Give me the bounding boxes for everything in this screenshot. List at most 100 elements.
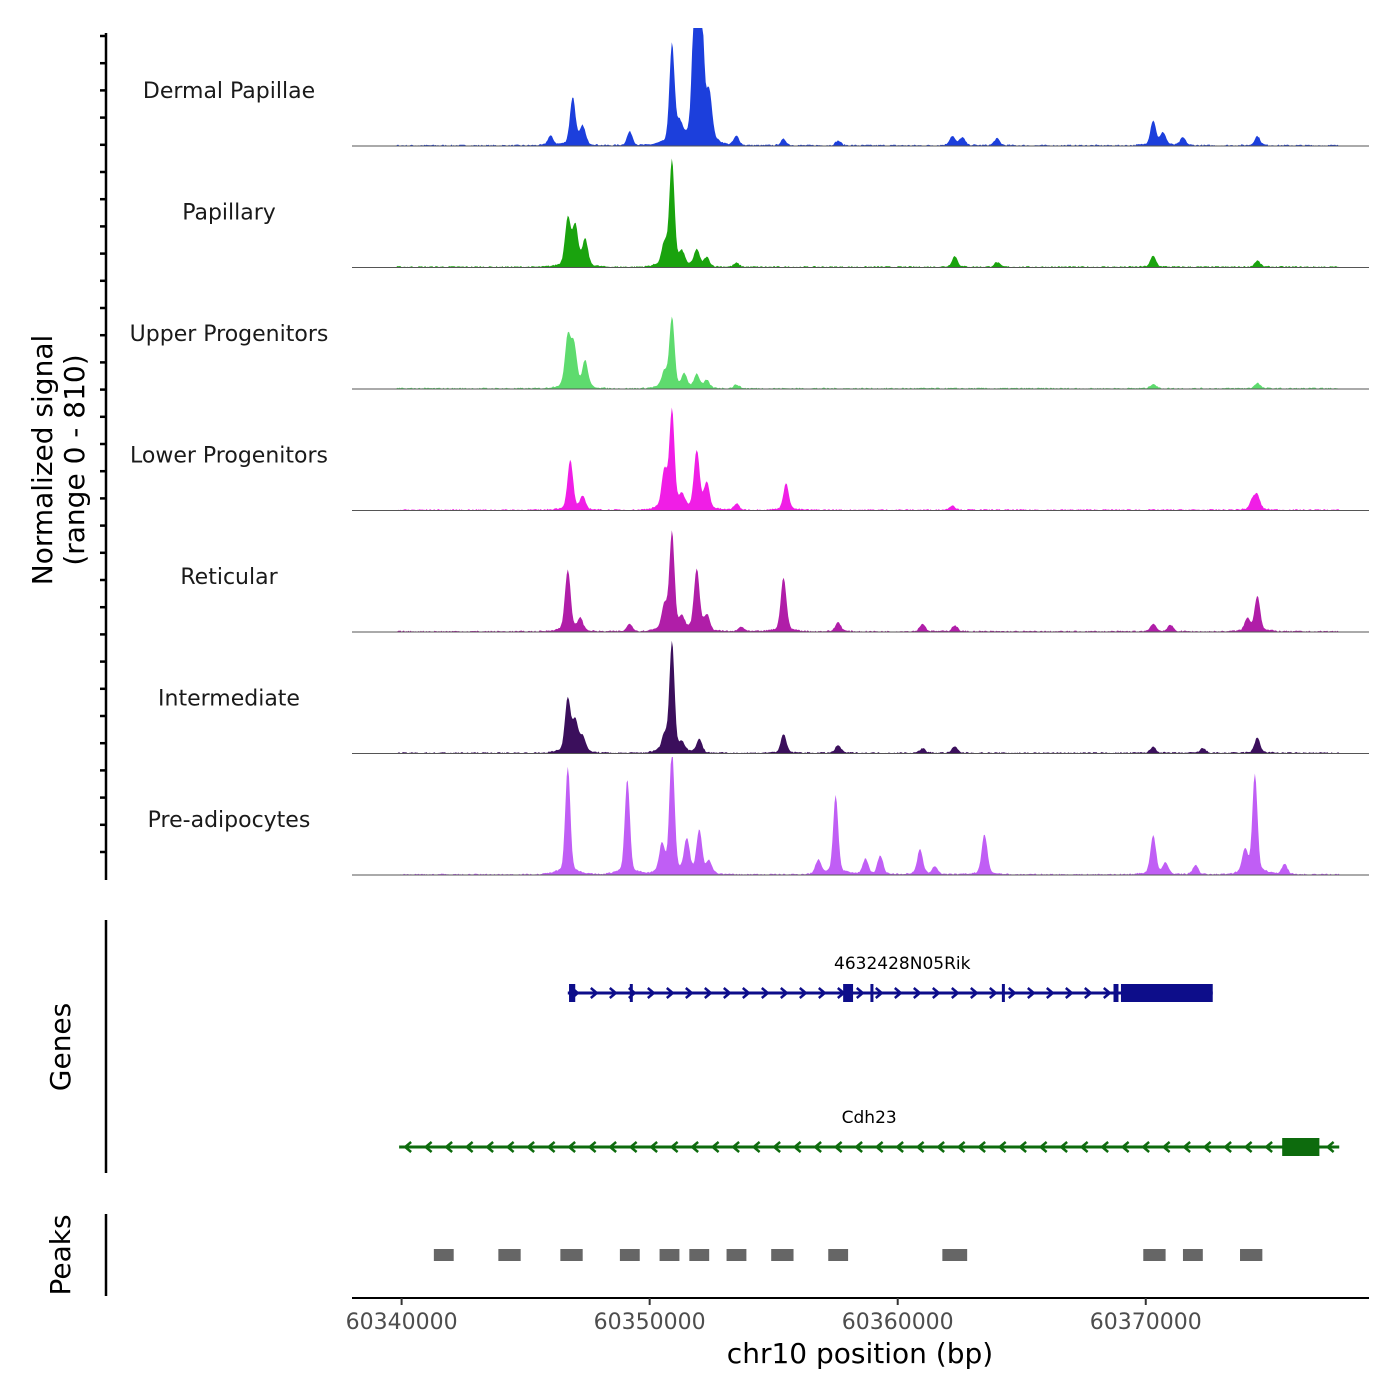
strand-arrow — [690, 1141, 699, 1153]
genes-axis-title: Genes — [44, 1003, 77, 1091]
strand-arrow — [895, 1141, 904, 1153]
gene-label: Cdh23 — [842, 1108, 897, 1128]
exon — [843, 984, 854, 1002]
strand-arrow — [587, 1141, 597, 1153]
strand-arrow — [590, 987, 599, 999]
strand-arrow — [1046, 987, 1055, 999]
exon — [1282, 1138, 1320, 1156]
signal-area — [352, 757, 1369, 875]
strand-arrow — [685, 987, 694, 999]
x-tick-label: 60360000 — [842, 1310, 954, 1335]
track-label: Papillary — [182, 201, 276, 226]
strand-arrow — [792, 1141, 802, 1153]
track-upper-progenitors: Upper Progenitors — [130, 316, 1369, 390]
strand-arrow — [1202, 1141, 1212, 1153]
peak-region — [619, 1249, 640, 1261]
peak-region — [828, 1249, 849, 1261]
strand-arrow — [1027, 987, 1036, 999]
strand-arrow — [970, 987, 979, 999]
exon — [1113, 984, 1119, 1002]
strand-arrow — [997, 1141, 1007, 1153]
signal-area — [352, 640, 1369, 754]
strand-arrow — [444, 1141, 453, 1153]
strand-arrow — [818, 987, 827, 999]
strand-arrow — [1059, 1141, 1068, 1153]
strand-arrow — [1120, 1141, 1130, 1153]
x-tick-label: 60370000 — [1090, 1310, 1202, 1335]
strand-arrow — [1264, 1141, 1273, 1153]
track-reticular: Reticular — [180, 530, 1369, 633]
strand-arrow — [1325, 1141, 1335, 1153]
track-label: Lower Progenitors — [130, 444, 328, 469]
peak-region — [689, 1249, 710, 1261]
track-label: Pre-adipocytes — [148, 808, 311, 833]
track-papillary: Papillary — [182, 158, 1369, 268]
exon — [870, 984, 874, 1002]
strand-arrow — [723, 987, 732, 999]
strand-arrow — [1223, 1141, 1232, 1153]
peak-region — [433, 1249, 454, 1261]
strand-arrow — [1103, 987, 1112, 999]
strand-arrow — [1161, 1141, 1171, 1153]
x-axis-title: chr10 position (bp) — [727, 1337, 993, 1370]
strand-arrow — [936, 1141, 945, 1153]
strand-arrow — [772, 1141, 781, 1153]
peak-region — [942, 1249, 968, 1261]
peak-region — [771, 1249, 794, 1261]
gene-cdh23: Cdh23 — [399, 1108, 1340, 1156]
peak-region — [659, 1249, 680, 1261]
strand-arrow — [813, 1141, 822, 1153]
strand-arrow — [608, 1141, 617, 1153]
strand-arrow — [956, 1141, 966, 1153]
gene-label: 4632428N05Rik — [834, 954, 971, 974]
y-axis-range: (range 0 - 810) — [58, 354, 91, 565]
strand-arrow — [875, 987, 884, 999]
strand-arrow — [1065, 987, 1074, 999]
strand-arrow — [423, 1141, 433, 1153]
strand-arrow — [669, 1141, 679, 1153]
signal-area — [352, 316, 1369, 389]
exon — [569, 984, 576, 1002]
peak-region — [1143, 1249, 1166, 1261]
exon — [629, 984, 633, 1002]
strand-arrow — [989, 987, 998, 999]
strand-arrow — [1008, 987, 1017, 999]
peak-track — [433, 1249, 1263, 1261]
peak-region — [1240, 1249, 1263, 1261]
strand-arrow — [833, 1141, 843, 1153]
strand-arrow — [710, 1141, 720, 1153]
strand-arrow — [799, 987, 808, 999]
strand-arrow — [546, 1141, 556, 1153]
strand-arrow — [526, 1141, 535, 1153]
strand-arrow — [874, 1141, 884, 1153]
signal-tracks: Dermal Papillae Papillary Upper Progenitor… — [130, 28, 1369, 876]
track-dermal-papillae: Dermal Papillae — [143, 28, 1369, 147]
exon — [1120, 984, 1213, 1002]
strand-arrow — [977, 1141, 986, 1153]
signal-axis-ticks — [100, 34, 106, 854]
strand-arrow — [761, 987, 770, 999]
strand-arrow — [742, 987, 751, 999]
strand-arrow — [1182, 1141, 1191, 1153]
strand-arrow — [780, 987, 789, 999]
signal-area — [352, 530, 1369, 632]
signal-area — [352, 407, 1369, 511]
strand-arrow — [1084, 987, 1093, 999]
peak-region — [560, 1249, 583, 1261]
strand-arrow — [628, 1141, 638, 1153]
x-axis-ticks: 60340000 60350000 60360000 60370000 — [346, 1298, 1202, 1335]
strand-arrow — [951, 987, 960, 999]
peak-region — [1182, 1249, 1203, 1261]
track-lower-progenitors: Lower Progenitors — [130, 407, 1369, 511]
x-tick-label: 60350000 — [594, 1310, 706, 1335]
peak-region — [726, 1249, 747, 1261]
track-pre-adipocytes: Pre-adipocytes — [148, 757, 1369, 876]
strand-arrow — [403, 1141, 412, 1153]
strand-arrow — [609, 987, 618, 999]
gene-4632428n05rik: 4632428N05Rik — [567, 954, 1213, 1002]
strand-arrow — [913, 987, 922, 999]
x-tick-label: 60340000 — [346, 1310, 458, 1335]
track-label: Upper Progenitors — [130, 322, 329, 347]
strand-arrow — [751, 1141, 761, 1153]
